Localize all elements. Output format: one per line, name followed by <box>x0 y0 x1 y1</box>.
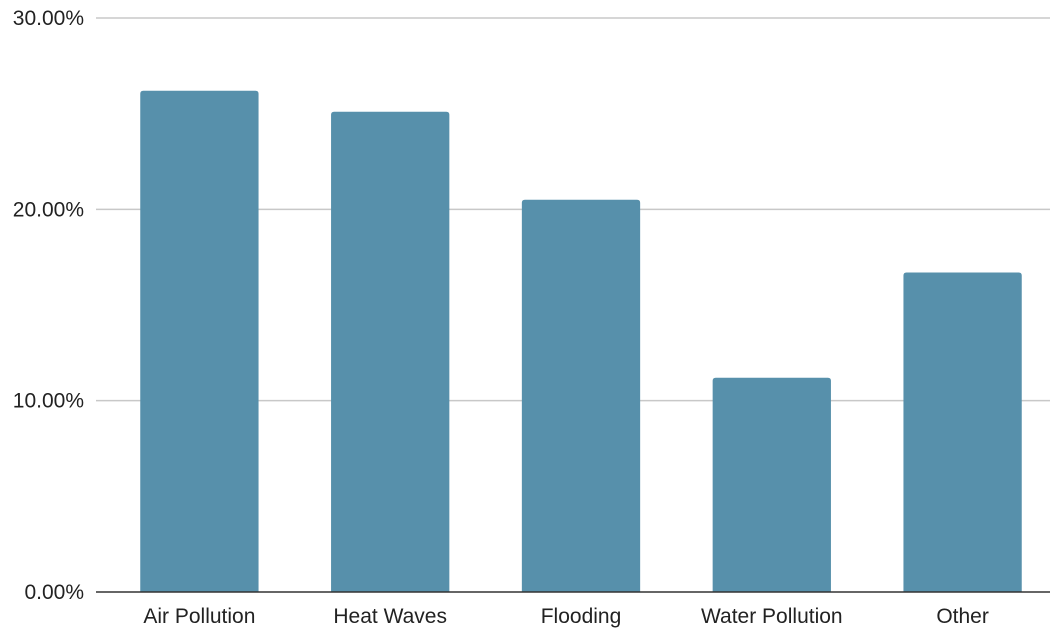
x-category-label: Air Pollution <box>143 605 255 628</box>
bar <box>331 111 450 593</box>
bar <box>903 272 1022 592</box>
x-category-label: Flooding <box>541 605 622 628</box>
bar <box>712 377 831 592</box>
x-category-label: Water Pollution <box>701 605 843 628</box>
bar <box>140 90 259 592</box>
x-category-label: Heat Waves <box>333 605 447 628</box>
y-axis-tick-labels: 0.00% 10.00% 20.00% 30.00% <box>13 7 84 604</box>
x-category-label: Other <box>936 605 989 628</box>
bar <box>521 199 641 592</box>
bars <box>140 90 1022 593</box>
y-tick-label: 10.00% <box>13 390 84 413</box>
y-tick-label: 20.00% <box>13 198 84 221</box>
y-tick-label: 0.00% <box>24 581 84 604</box>
x-axis-category-labels: Air Pollution Heat Waves Flooding Water Pol… <box>143 605 988 628</box>
y-tick-label: 30.00% <box>13 7 84 30</box>
